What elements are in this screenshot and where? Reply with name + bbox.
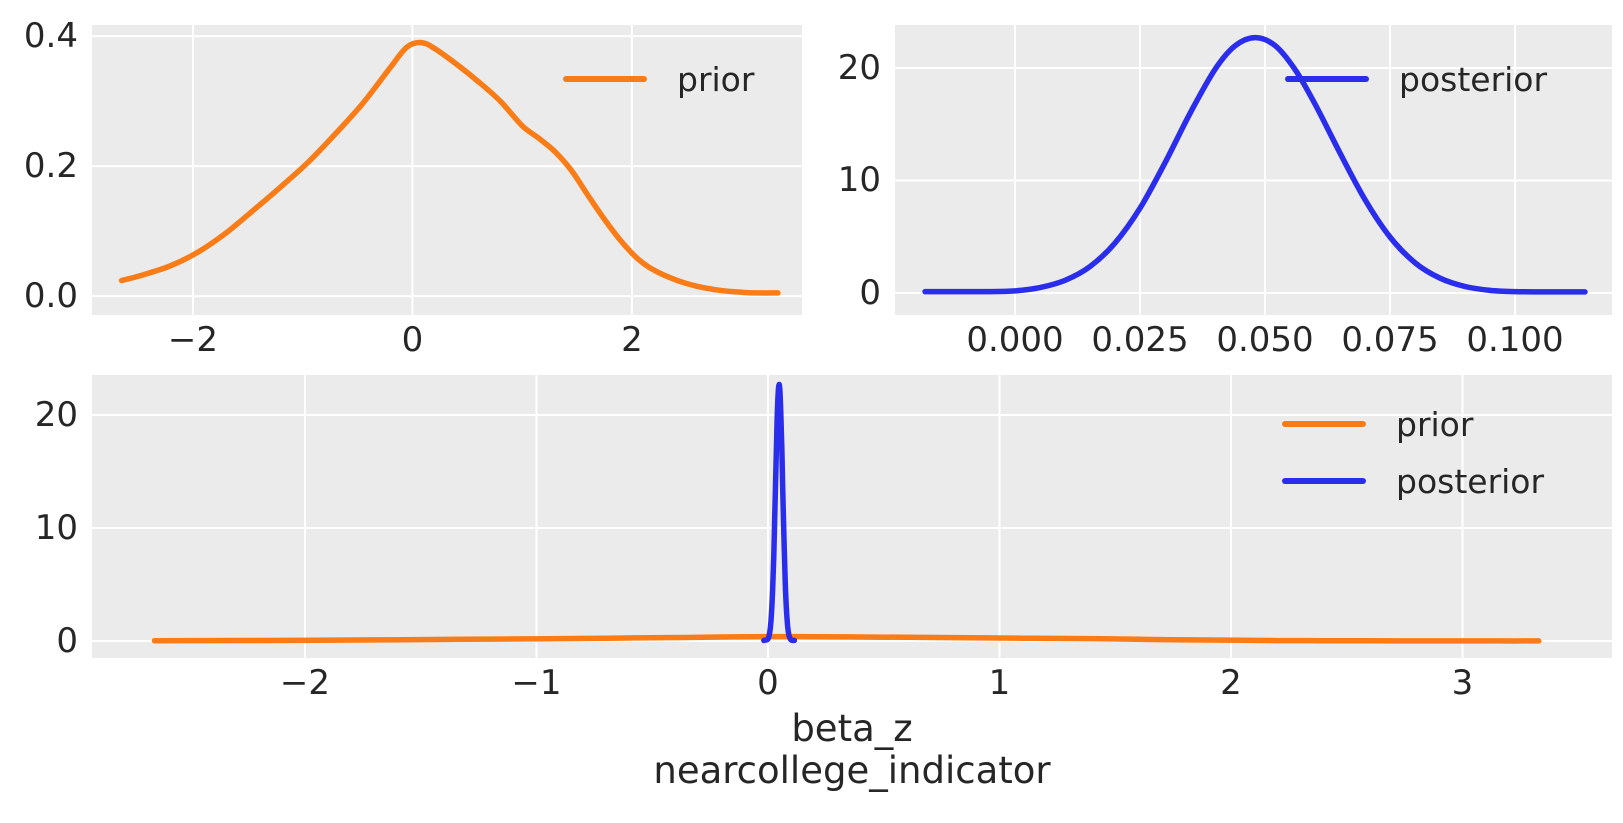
y-tick-label: 10 <box>34 508 78 548</box>
legend-label-posterior: posterior <box>1396 461 1545 501</box>
y-tick-label: 0 <box>859 272 881 313</box>
x-tick-label: 2 <box>621 320 643 360</box>
prior-line-swatch <box>563 76 647 82</box>
legend-label-posterior: posterior <box>1399 59 1548 99</box>
y-tick-label: 0.2 <box>23 146 78 187</box>
x-tick-label: 0.075 <box>1341 320 1439 360</box>
legend-prior: prior <box>563 57 754 101</box>
gridlines <box>92 25 802 315</box>
y-tick-label: 0.4 <box>23 16 78 57</box>
axes-canvas <box>895 25 1612 315</box>
posterior-line-swatch <box>1285 76 1369 82</box>
posterior-curve <box>922 34 1588 295</box>
gridlines <box>92 375 1612 658</box>
y-tick-label: 20 <box>837 47 881 88</box>
y-tick-label: 0 <box>56 621 78 661</box>
x-axis-label-line1: beta_z <box>791 707 913 750</box>
x-tick-label: 0.100 <box>1466 320 1564 360</box>
x-tick-label: 0.050 <box>1216 320 1314 360</box>
legend-label-prior: prior <box>677 59 755 99</box>
legend-entry-prior: prior <box>563 57 754 101</box>
x-axis-label-line2: nearcollege_indicator <box>653 749 1051 792</box>
x-axis-label: beta_z nearcollege_indicator <box>92 708 1612 792</box>
posterior-line-swatch <box>1282 478 1366 484</box>
x-tick-label: 3 <box>1451 663 1474 703</box>
x-tick-label: −2 <box>279 663 331 703</box>
subplot-posterior <box>895 25 1612 315</box>
legend-entry-posterior: posterior <box>1282 459 1544 503</box>
y-tick-label: 10 <box>837 160 881 201</box>
prior-line-swatch <box>1282 421 1366 427</box>
posterior-curve <box>761 381 798 644</box>
x-tick-label: 1 <box>988 663 1011 703</box>
y-tick-label: 20 <box>34 395 78 435</box>
x-tick-label: 0 <box>401 320 424 360</box>
x-tick-label: 0.000 <box>966 320 1064 360</box>
prior-curve <box>151 633 1542 644</box>
x-tick-label: 0.025 <box>1091 320 1189 360</box>
axes-canvas <box>92 25 802 315</box>
legend-label-prior: prior <box>1396 404 1474 444</box>
prior-curve <box>118 39 781 296</box>
x-tick-label: 2 <box>1220 663 1242 703</box>
subplot-prior <box>92 25 802 315</box>
y-tick-label: 0.0 <box>23 276 78 317</box>
axes-canvas <box>92 375 1612 658</box>
legend-entry-prior: prior <box>1282 402 1544 446</box>
legend-combined: prior posterior <box>1282 402 1544 503</box>
x-tick-label: −2 <box>167 320 219 360</box>
legend-posterior: posterior <box>1285 57 1547 101</box>
legend-entry-posterior: posterior <box>1285 57 1547 101</box>
x-tick-label: −1 <box>511 663 562 703</box>
x-tick-label: 0 <box>757 663 779 703</box>
